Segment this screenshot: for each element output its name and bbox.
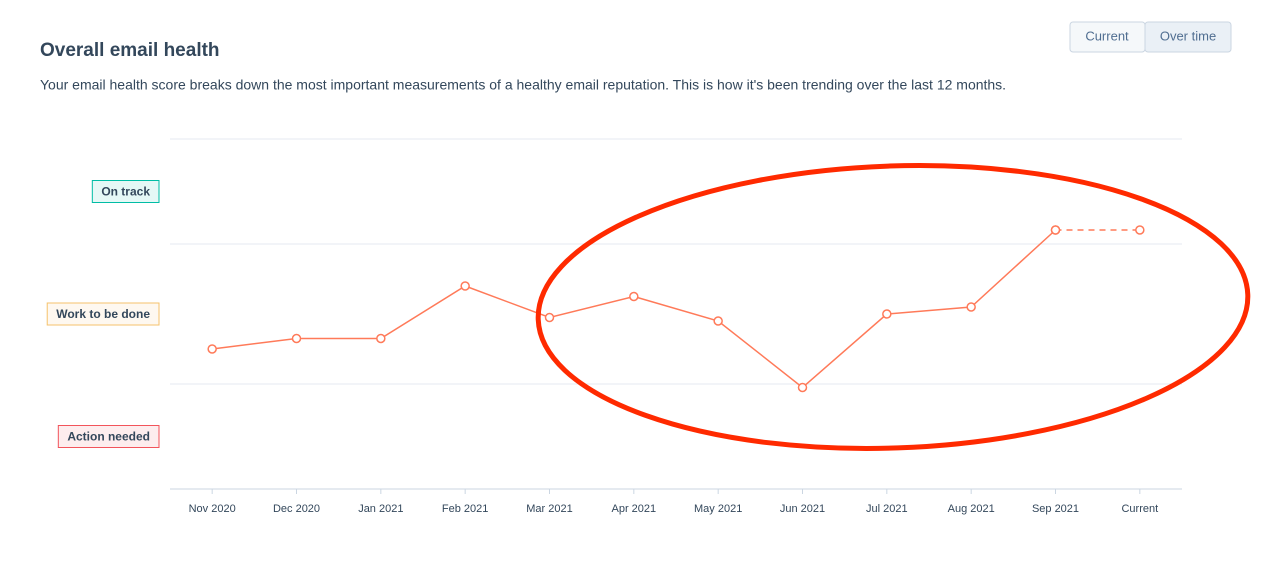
x-tick-label: Nov 2020 [189,503,236,515]
band-badge [46,302,160,326]
x-tick-label: May 2021 [694,503,742,515]
x-tick-label: Jan 2021 [358,503,403,515]
x-tick-label: Feb 2021 [442,503,488,515]
point [544,312,555,323]
point [966,302,976,312]
line [212,229,1057,389]
point [713,316,723,326]
point [1135,225,1145,235]
band-badge [91,180,160,203]
point [797,382,808,393]
title: Overall email health [40,40,220,61]
point [1050,225,1061,235]
band-badge [57,425,160,448]
annotation-ellipse [535,163,1251,451]
point [460,281,470,291]
point [291,333,302,344]
band-label: Work to be done [56,307,150,321]
x-tick-label: Aug 2021 [948,503,995,515]
band-label: Action needed [67,430,150,444]
x-tick-label: Jul 2021 [866,503,908,515]
point [207,344,217,354]
x-tick-label: Dec 2020 [273,503,320,515]
x-tick-label: Jun 2021 [780,503,825,515]
x-tick-label: Sep 2021 [1032,503,1079,515]
toggle: Current Over time [1069,21,1232,53]
description: Your email health score breaks down the … [40,77,1006,93]
x-tick-label: Current [1121,503,1158,515]
x-tick-label: Mar 2021 [526,503,572,515]
point [376,333,386,344]
toggle-button[interactable] [1144,21,1232,53]
point [629,291,639,302]
band-label: On track [101,185,150,199]
toggle-label[interactable]: Current [1085,28,1129,43]
toggle-label[interactable]: Over time [1160,28,1216,43]
point [882,309,892,319]
x-tick-label: Apr 2021 [612,503,657,515]
